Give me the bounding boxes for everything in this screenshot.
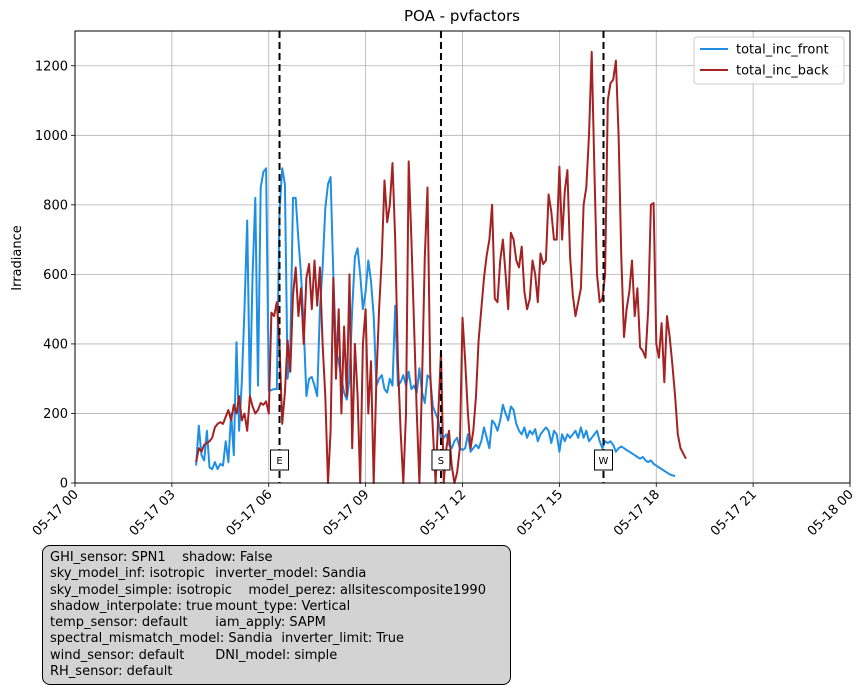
info-line: sky_model_simple: isotropic model_perez:… xyxy=(50,582,486,598)
annotation-label: S xyxy=(438,456,444,467)
grid xyxy=(74,31,851,484)
x-tick-label: 05-17 00 xyxy=(30,487,82,539)
x-tick-label: 05-17 06 xyxy=(224,487,276,539)
info-line: spectral_mismatch_model: Sandia inverter… xyxy=(50,631,404,647)
y-tick-label: 0 xyxy=(60,477,68,492)
annotation-box xyxy=(594,449,614,471)
chart-title: POA - pvfactors xyxy=(404,7,520,25)
series-line-total-inc-front xyxy=(195,167,676,477)
info-line: sky_model_inf: isotropic inverter_model:… xyxy=(50,566,367,582)
y-tick-label: 600 xyxy=(43,268,68,283)
config-info-box: GHI_sensor: SPN1 shadow: False sky_model… xyxy=(42,545,511,686)
x-tick-label: 05-17 18 xyxy=(611,487,663,539)
y-tick-label: 800 xyxy=(43,198,68,213)
info-line: shadow_interpolate: true mount_type: Ver… xyxy=(50,598,351,614)
legend-label: total_inc_front xyxy=(736,43,829,58)
info-line: temp_sensor: default iam_apply: SAPM xyxy=(50,615,326,631)
y-tick-label: 1000 xyxy=(35,129,68,144)
annotation-box xyxy=(431,449,451,471)
info-line: wind_sensor: default DNI_model: simple xyxy=(50,647,338,663)
x-tick-label: 05-17 15 xyxy=(514,487,566,539)
x-tick-label: 05-17 03 xyxy=(127,487,179,539)
legend-frame xyxy=(693,36,845,85)
annotation-box xyxy=(270,449,290,471)
x-tick-label: 05-18 00 xyxy=(805,487,857,539)
x-tick-label: 05-17 09 xyxy=(321,487,373,539)
legend: total_inc_front total_inc_back xyxy=(693,36,845,85)
y-tick-label: 400 xyxy=(43,337,68,352)
info-line: GHI_sensor: SPN1 shadow: False xyxy=(50,550,273,565)
x-tick-label: 05-17 12 xyxy=(417,487,469,539)
annotation-label: E xyxy=(276,456,282,467)
info-line: RH_sensor: default xyxy=(50,664,173,680)
annotation-label: W xyxy=(599,456,609,467)
y-tick-label: 200 xyxy=(43,407,68,422)
y-axis-label: Irradiance xyxy=(10,225,25,290)
y-tick-label: 1200 xyxy=(35,59,68,74)
legend-label: total_inc_back xyxy=(736,64,829,79)
x-tick-label: 05-17 21 xyxy=(708,487,760,539)
